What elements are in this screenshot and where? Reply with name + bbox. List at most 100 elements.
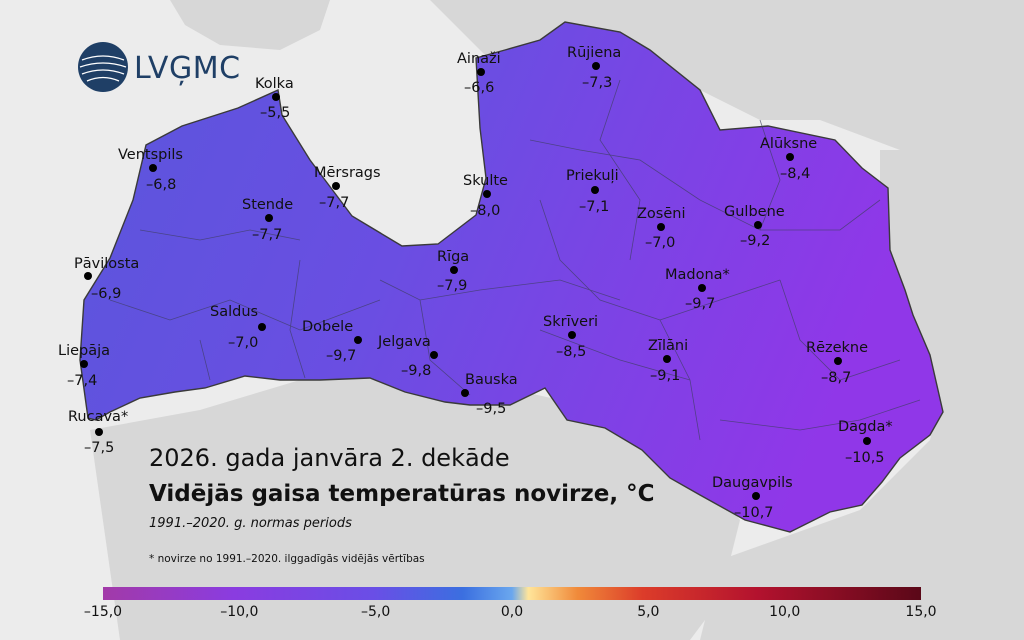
station-name: Dagda* bbox=[838, 419, 893, 435]
station-13: Rūjiena –7,3 bbox=[567, 45, 621, 91]
station-5: Pāvilosta –6,9 bbox=[74, 256, 139, 302]
station-dot bbox=[258, 323, 266, 331]
station-dot bbox=[272, 93, 280, 101]
station-value: –7,7 bbox=[252, 227, 282, 243]
station-name: Skulte bbox=[463, 173, 508, 189]
station-9: Liepāja –7,4 bbox=[58, 343, 110, 389]
station-value: –7,1 bbox=[579, 199, 609, 215]
station-name: Kolka bbox=[255, 76, 294, 92]
station-dot bbox=[568, 331, 576, 339]
station-24: Dagda* –10,5 bbox=[838, 419, 893, 466]
color-scale-tick-label: –5,0 bbox=[361, 604, 391, 620]
station-value: –9,2 bbox=[740, 233, 770, 249]
station-8: Jelgava –9,8 bbox=[377, 334, 438, 379]
station-name: Zosēni bbox=[637, 206, 686, 222]
station-name: Rūjiena bbox=[567, 45, 621, 61]
station-dot bbox=[477, 68, 485, 76]
station-value: –9,1 bbox=[650, 368, 680, 384]
station-name: Liepāja bbox=[58, 343, 110, 359]
map-title-main: Vidējās gaisa temperatūras novirze, °C bbox=[149, 481, 655, 507]
station-dot bbox=[752, 492, 760, 500]
color-scale-bar bbox=[103, 587, 921, 600]
station-dot bbox=[80, 360, 88, 368]
station-17: Zosēni –7,0 bbox=[637, 206, 686, 251]
station-value: –8,7 bbox=[821, 370, 851, 386]
station-name: Zīlāni bbox=[648, 338, 688, 354]
municipal-boundaries bbox=[109, 79, 921, 441]
station-18: Alūksne –8,4 bbox=[760, 136, 817, 182]
station-dot bbox=[834, 357, 842, 365]
station-value: –6,8 bbox=[146, 177, 176, 193]
saaremaa-land bbox=[170, 0, 330, 50]
station-dot bbox=[786, 153, 794, 161]
station-value: –9,7 bbox=[685, 296, 715, 312]
station-name: Jelgava bbox=[377, 334, 431, 350]
station-dot bbox=[84, 272, 92, 280]
station-dot bbox=[698, 284, 706, 292]
color-scale-tick-label: –10,0 bbox=[220, 604, 259, 620]
station-name: Gulbene bbox=[724, 204, 785, 220]
station-16: Priekuļi –7,1 bbox=[566, 168, 619, 215]
station-22: Zīlāni –9,1 bbox=[648, 338, 688, 384]
station-value: –6,9 bbox=[91, 286, 121, 302]
station-value: –5,5 bbox=[260, 105, 290, 121]
color-scale-tick-label: 10,0 bbox=[769, 604, 801, 620]
station-dot bbox=[450, 266, 458, 274]
station-value: –7,0 bbox=[228, 335, 258, 351]
station-7: Dobele –9,7 bbox=[302, 319, 362, 364]
station-name: Madona* bbox=[665, 267, 730, 283]
station-value: –7,4 bbox=[67, 373, 97, 389]
station-name: Mērsrags bbox=[314, 165, 381, 181]
station-value: –7,7 bbox=[319, 195, 349, 211]
lithuania-land bbox=[90, 375, 740, 640]
station-1: Kolka –5,5 bbox=[255, 76, 294, 121]
logo-globe-icon bbox=[78, 42, 128, 92]
station-dot bbox=[265, 214, 273, 222]
station-dot bbox=[430, 351, 438, 359]
station-dot bbox=[863, 437, 871, 445]
station-name: Dobele bbox=[302, 319, 353, 335]
lvgmc-logo: LVĢMC bbox=[78, 42, 240, 92]
station-name: Rēzekne bbox=[806, 340, 868, 356]
station-value: –8,5 bbox=[556, 344, 586, 360]
station-dot bbox=[332, 182, 340, 190]
station-10: Rucava* –7,5 bbox=[68, 409, 128, 456]
station-name: Skrīveri bbox=[543, 314, 598, 330]
station-name: Saldus bbox=[210, 304, 258, 320]
station-dot bbox=[754, 221, 762, 229]
station-dot bbox=[95, 428, 103, 436]
estonia-land bbox=[430, 0, 1024, 150]
station-21: Skrīveri –8,5 bbox=[543, 314, 598, 360]
station-name: Ventspils bbox=[118, 147, 183, 163]
station-12: Ainaži –6,6 bbox=[457, 51, 501, 96]
color-scale-tick-label: 15,0 bbox=[905, 604, 937, 620]
station-value: –7,5 bbox=[84, 440, 114, 456]
station-6: Saldus –7,0 bbox=[210, 304, 266, 351]
station-value: –9,7 bbox=[326, 348, 356, 364]
station-14: Skulte –8,0 bbox=[463, 173, 508, 219]
station-dot bbox=[657, 223, 665, 231]
station-dot bbox=[591, 186, 599, 194]
stations-layer: Kolka–5,5Ventspils–6,8Mērsrags–7,7Stende… bbox=[58, 45, 893, 521]
station-23: Rēzekne –8,7 bbox=[806, 340, 868, 386]
station-4: Stende –7,7 bbox=[242, 197, 293, 243]
station-dot bbox=[483, 190, 491, 198]
station-value: –7,3 bbox=[582, 75, 612, 91]
station-dot bbox=[592, 62, 600, 70]
station-value: –7,9 bbox=[437, 278, 467, 294]
station-value: –10,7 bbox=[734, 505, 774, 521]
color-scale-tick-label: 5,0 bbox=[637, 604, 660, 620]
station-15: Rīga –7,9 bbox=[437, 249, 469, 294]
station-value: –10,5 bbox=[845, 450, 885, 466]
station-25: Daugavpils –10,7 bbox=[712, 475, 793, 521]
station-name: Ainaži bbox=[457, 51, 501, 67]
station-value: –6,6 bbox=[464, 80, 494, 96]
station-name: Rucava* bbox=[68, 409, 128, 425]
latvia-territory bbox=[79, 21, 944, 533]
map-title-period: 2026. gada janvāra 2. dekāde bbox=[149, 444, 510, 472]
station-20: Madona* –9,7 bbox=[665, 267, 730, 312]
station-value: –8,0 bbox=[470, 203, 500, 219]
station-19: Gulbene –9,2 bbox=[724, 204, 785, 249]
